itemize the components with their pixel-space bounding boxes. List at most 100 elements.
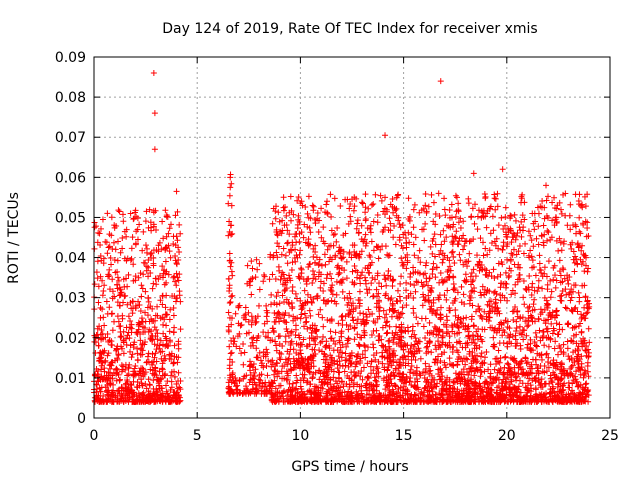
data-point bbox=[317, 306, 324, 313]
data-point bbox=[320, 297, 327, 304]
data-point bbox=[334, 224, 341, 231]
data-point bbox=[368, 370, 375, 377]
data-point bbox=[496, 310, 503, 317]
data-point bbox=[348, 389, 355, 396]
data-point bbox=[160, 321, 167, 328]
data-point bbox=[412, 382, 419, 389]
data-point bbox=[109, 310, 116, 317]
data-point bbox=[378, 336, 385, 343]
data-point bbox=[261, 273, 268, 280]
data-point bbox=[410, 305, 417, 312]
data-point bbox=[118, 384, 125, 391]
data-point bbox=[311, 395, 318, 402]
data-point bbox=[568, 363, 575, 370]
data-point bbox=[118, 398, 125, 405]
data-point bbox=[577, 320, 584, 327]
data-point bbox=[385, 338, 392, 345]
data-point bbox=[467, 394, 474, 401]
data-point bbox=[428, 303, 435, 310]
data-point bbox=[304, 210, 311, 217]
data-point bbox=[145, 224, 152, 231]
data-point bbox=[263, 307, 270, 314]
data-point bbox=[377, 192, 384, 199]
data-point bbox=[386, 306, 393, 313]
data-point bbox=[139, 391, 146, 398]
data-point bbox=[366, 252, 373, 259]
data-point bbox=[487, 203, 494, 210]
data-point bbox=[398, 255, 405, 262]
data-point bbox=[129, 351, 136, 358]
data-point bbox=[407, 348, 414, 355]
data-point bbox=[270, 329, 277, 336]
data-point bbox=[390, 234, 397, 241]
data-point bbox=[348, 369, 355, 376]
data-point bbox=[420, 323, 427, 330]
data-point bbox=[528, 237, 535, 244]
data-point bbox=[476, 267, 483, 274]
data-point bbox=[309, 202, 316, 209]
data-point bbox=[123, 233, 130, 240]
data-point bbox=[549, 217, 556, 224]
data-point bbox=[226, 343, 233, 350]
data-point bbox=[513, 392, 520, 399]
data-point bbox=[146, 398, 153, 405]
data-point bbox=[435, 338, 442, 345]
data-point bbox=[510, 316, 517, 323]
data-point bbox=[556, 257, 563, 264]
data-point bbox=[410, 353, 417, 360]
data-point bbox=[130, 277, 137, 284]
data-point bbox=[150, 70, 157, 77]
data-point bbox=[465, 195, 472, 202]
data-point bbox=[372, 276, 379, 283]
data-point bbox=[422, 190, 429, 197]
data-point bbox=[565, 291, 572, 298]
data-point bbox=[275, 243, 282, 250]
data-point bbox=[512, 281, 519, 288]
data-point bbox=[350, 379, 357, 386]
axes-layer: 00.010.020.030.040.050.060.070.080.090 5 1… bbox=[55, 50, 619, 444]
data-point bbox=[553, 218, 560, 225]
data-point bbox=[301, 310, 308, 317]
data-point bbox=[145, 264, 152, 271]
data-point bbox=[467, 378, 474, 385]
data-point bbox=[551, 222, 558, 229]
data-point bbox=[536, 266, 543, 273]
data-point bbox=[400, 353, 407, 360]
data-point bbox=[296, 238, 303, 245]
data-point bbox=[320, 280, 327, 287]
data-point bbox=[104, 398, 111, 405]
data-point bbox=[306, 341, 313, 348]
data-point bbox=[549, 199, 556, 206]
data-point bbox=[486, 247, 493, 254]
data-point bbox=[529, 210, 536, 217]
data-point bbox=[374, 219, 381, 226]
data-point bbox=[159, 314, 166, 321]
data-point bbox=[465, 200, 472, 207]
data-point bbox=[392, 207, 399, 214]
data-point bbox=[339, 363, 346, 370]
data-point bbox=[460, 232, 467, 239]
data-point bbox=[403, 265, 410, 272]
data-point bbox=[428, 191, 435, 198]
data-point bbox=[307, 381, 314, 388]
data-point bbox=[150, 280, 157, 287]
data-point bbox=[120, 387, 127, 394]
data-point bbox=[114, 274, 121, 281]
data-point bbox=[558, 292, 565, 299]
data-point bbox=[285, 386, 292, 393]
data-point bbox=[119, 312, 126, 319]
data-point bbox=[486, 308, 493, 315]
data-point bbox=[477, 373, 484, 380]
data-point bbox=[425, 394, 432, 401]
data-point bbox=[435, 190, 442, 197]
data-point bbox=[458, 283, 465, 290]
data-point bbox=[533, 393, 540, 400]
data-point bbox=[310, 363, 317, 370]
data-point bbox=[386, 382, 393, 389]
data-point bbox=[301, 323, 308, 330]
data-point bbox=[300, 336, 307, 343]
data-point bbox=[514, 388, 521, 395]
data-point bbox=[437, 270, 444, 277]
data-point bbox=[545, 229, 552, 236]
data-point bbox=[328, 287, 335, 294]
